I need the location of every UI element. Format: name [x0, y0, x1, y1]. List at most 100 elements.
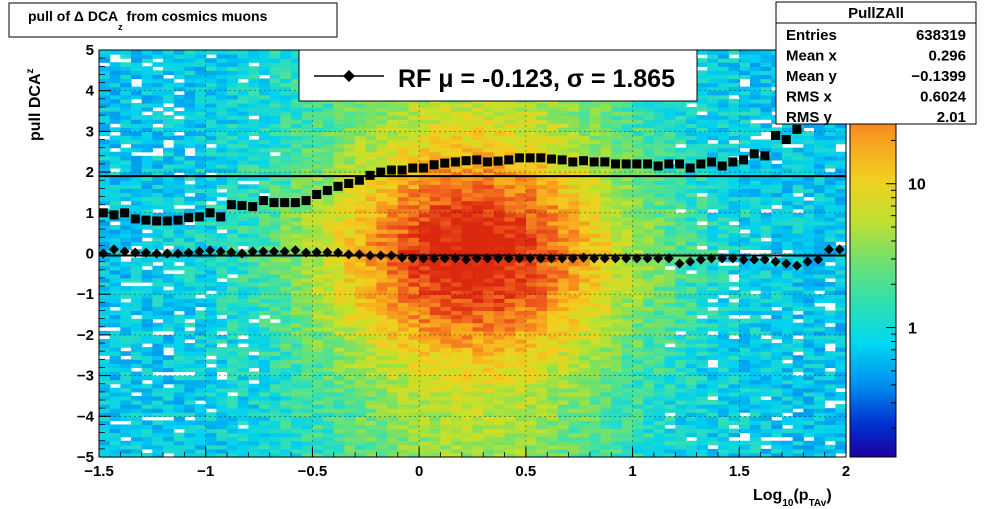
square-marker: [685, 163, 695, 173]
diamond-marker: [418, 253, 429, 264]
x-tick-label: 1: [628, 463, 636, 480]
diamond-marker: [215, 246, 226, 257]
square-marker: [557, 155, 567, 165]
square-marker: [333, 181, 343, 191]
diamond-marker: [653, 253, 664, 264]
square-marker: [130, 214, 140, 224]
legend-box: [298, 49, 698, 102]
diamond-marker: [439, 253, 450, 264]
diamond-marker: [375, 250, 386, 261]
diamond-marker: [525, 253, 536, 264]
x-tick-label: 0.5: [515, 463, 536, 480]
square-marker: [354, 175, 364, 185]
diamond-marker: [204, 245, 215, 256]
y-tick-label: 2: [86, 164, 94, 181]
diamond-marker: [567, 253, 578, 264]
diamond-marker: [429, 253, 440, 264]
diamond-marker: [247, 246, 258, 257]
diamond-marker: [450, 253, 461, 264]
diamond-marker: [397, 252, 408, 263]
stats-label: RMS y: [786, 109, 833, 126]
square-marker: [301, 196, 311, 206]
stats-value: 638319: [916, 27, 966, 44]
diamond-marker: [621, 253, 632, 264]
square-marker: [344, 178, 354, 188]
square-marker: [514, 153, 524, 163]
square-marker: [749, 149, 759, 159]
diamond-marker: [663, 253, 674, 264]
stats-label: RMS x: [786, 89, 833, 106]
x-tick-label: 0: [415, 463, 423, 480]
diamond-marker: [226, 247, 237, 258]
square-marker: [205, 208, 215, 218]
diamond-marker: [610, 253, 621, 264]
stats-value: 0.6024: [920, 89, 967, 106]
square-marker: [450, 157, 460, 167]
diamond-marker: [727, 253, 738, 264]
square-marker: [578, 156, 588, 166]
y-tick-label: −3: [77, 368, 94, 385]
diamond-marker: [717, 253, 728, 264]
diamond-marker: [172, 248, 183, 259]
stats-value: 2.01: [937, 109, 966, 126]
square-marker: [664, 159, 674, 169]
square-marker: [760, 151, 770, 161]
square-marker: [152, 216, 162, 226]
square-marker: [440, 158, 450, 168]
diamond-marker: [151, 248, 162, 259]
diamond-marker: [194, 246, 205, 257]
diamond-marker: [813, 254, 824, 265]
stats-label: Mean x: [786, 48, 838, 65]
diamond-marker: [269, 246, 280, 257]
diamond-marker: [279, 246, 290, 257]
square-marker: [739, 155, 749, 165]
x-axis: −1.5 −1 −0.5 0 0.5 1 1.5 2: [84, 447, 850, 480]
legend-entry: RF μ = -0.123, σ = 1.865: [398, 65, 675, 93]
x-tick-label: −0.5: [298, 463, 328, 480]
x-tick-label: 2: [842, 463, 850, 480]
square-marker: [237, 200, 247, 210]
diamond-marker: [290, 245, 301, 256]
square-marker: [280, 198, 290, 208]
diamond-marker: [791, 260, 802, 271]
diamond-marker: [770, 256, 781, 267]
diamond-marker: [343, 249, 354, 260]
diamond-marker: [802, 256, 813, 267]
square-marker: [429, 160, 439, 170]
square-marker: [226, 200, 236, 210]
diamond-marker: [685, 256, 696, 267]
square-marker: [504, 155, 514, 165]
y-tick-label: −5: [77, 449, 94, 466]
stats-label: Entries: [786, 27, 837, 44]
diamond-marker: [482, 253, 493, 264]
y-tick-label: −4: [77, 408, 95, 425]
square-marker: [109, 210, 119, 220]
square-marker: [408, 163, 418, 173]
diamond-marker: [578, 252, 589, 263]
diamond-marker: [333, 247, 344, 258]
square-marker: [418, 163, 428, 173]
diamond-marker: [514, 253, 525, 264]
diamond-marker: [781, 258, 792, 269]
diamond-marker: [183, 247, 194, 258]
diamond-marker: [535, 253, 546, 264]
square-marker: [461, 156, 471, 166]
square-marker: [707, 157, 717, 167]
square-marker: [386, 165, 396, 175]
diamond-marker: [461, 254, 472, 265]
y-axis: 5 4 3 2 1 0 −1 −2 −3 −4 −5: [77, 42, 111, 466]
square-marker: [376, 167, 386, 177]
diamond-marker: [386, 250, 397, 261]
y-tick-label: 3: [86, 123, 94, 140]
square-marker: [589, 157, 599, 167]
diamond-marker: [738, 254, 749, 265]
square-marker: [290, 198, 300, 208]
square-marker: [653, 161, 663, 171]
square-marker: [312, 189, 322, 199]
diamond-marker: [322, 247, 333, 258]
square-marker: [675, 159, 685, 169]
square-marker: [120, 208, 130, 218]
y-axis-title: pull DCAz: [25, 68, 44, 141]
diamond-marker: [236, 248, 247, 259]
diamond-marker: [407, 253, 418, 264]
